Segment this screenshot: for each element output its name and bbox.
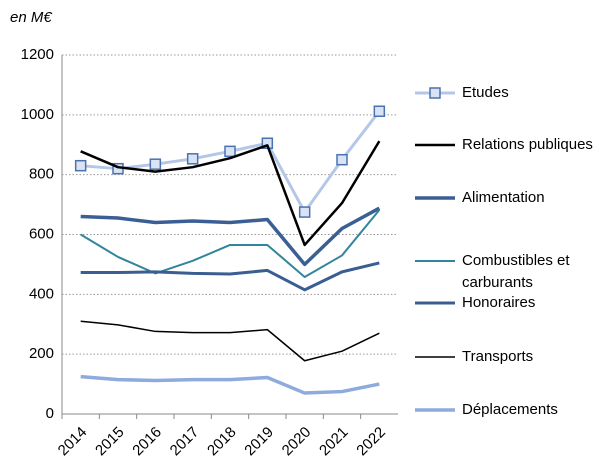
series-line <box>80 140 381 247</box>
x-tick-label: 2017 <box>167 424 203 459</box>
series-line <box>80 261 380 292</box>
series-line <box>80 209 381 278</box>
series-line <box>80 374 380 395</box>
x-tick-label: 2015 <box>92 424 128 459</box>
series-line <box>80 320 380 362</box>
point-marker <box>373 105 386 117</box>
legend-label: Relations publiques <box>462 136 593 153</box>
series-line <box>80 110 381 214</box>
x-tick-label: 2019 <box>241 424 277 459</box>
point-marker <box>224 145 236 158</box>
x-tick-label: 2021 <box>316 424 352 459</box>
point-marker <box>186 153 199 165</box>
point-marker <box>149 158 162 170</box>
y-tick-label: 1200 <box>21 46 54 63</box>
legend-label: Transports <box>462 348 534 365</box>
y-tick-label: 600 <box>29 225 54 242</box>
x-tick-label: 2018 <box>204 424 240 459</box>
y-tick-label: 200 <box>29 345 54 362</box>
y-tick-label: 1000 <box>21 106 54 123</box>
legend-label: Honoraires <box>462 294 536 311</box>
y-tick-label: 0 <box>46 405 54 422</box>
unit-label: en M€ <box>10 9 52 26</box>
legend-label: Etudes <box>462 84 509 101</box>
point-marker <box>298 206 311 218</box>
x-tick-label: 2022 <box>353 424 389 459</box>
series-line <box>80 206 381 267</box>
legend-label: Déplacements <box>462 401 558 418</box>
legend-marker <box>429 87 441 99</box>
legend-label: Combustibles et carburants <box>462 252 570 291</box>
y-tick-label: 800 <box>29 166 54 183</box>
point-marker <box>336 153 348 166</box>
x-tick-label: 2014 <box>55 424 91 459</box>
point-marker <box>74 159 87 172</box>
y-tick-label: 400 <box>29 285 54 302</box>
x-tick-label: 2016 <box>129 424 165 459</box>
x-tick-label: 2020 <box>279 424 315 459</box>
legend-label: Alimentation <box>462 189 545 206</box>
